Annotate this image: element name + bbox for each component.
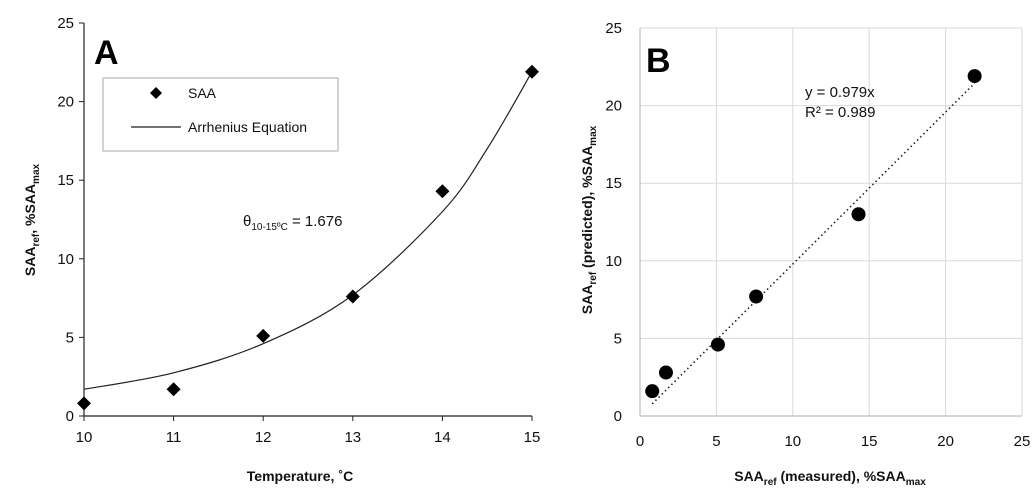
chart-a-x-tick-labels: 10 11 12 13 14 15: [76, 429, 541, 446]
chart-b-point: [749, 289, 764, 304]
chart-b-trendline: [651, 82, 976, 405]
chart-b-x-axis-label: SAAref (measured), %SAAmax: [734, 468, 926, 488]
chart-a-y-tick-label: 10: [57, 251, 74, 268]
chart-b-point: [851, 207, 866, 222]
chart-a-panel-label: A: [94, 34, 119, 72]
chart-b-y-axis-label: SAAref (predicted), %SAAmax: [579, 125, 599, 314]
chart-b-point: [967, 69, 982, 84]
chart-b-gridlines: [640, 27, 1023, 416]
chart-a-x-tick-label: 11: [166, 429, 182, 446]
chart-b-points: [645, 69, 982, 399]
chart-a-axes: [83, 23, 532, 417]
chart-a-legend: SAA Arrhenius Equation: [102, 77, 339, 152]
chart-a-x-tick-label: 14: [434, 429, 451, 446]
chart-a-y-tick-label: 0: [66, 408, 74, 425]
chart-a-legend-arrhenius-label: Arrhenius Equation: [188, 119, 307, 135]
chart-b-equation: y = 0.979x: [805, 84, 875, 101]
chart-a: A 0 5 10 15 20 25 10 11 12 13 14 15 SAA Arrhenius …: [22, 15, 540, 484]
chart-b-y-tick-labels: 0 5 10 15 20 25: [605, 20, 622, 425]
chart-a-saa-point: [166, 382, 181, 397]
chart-a-saa-point: [256, 328, 271, 343]
chart-b-point: [710, 337, 725, 352]
chart-b-x-tick-label: 10: [784, 433, 801, 450]
chart-a-saa-point: [525, 64, 539, 79]
chart-a-y-tick-label: 15: [57, 172, 74, 189]
chart-b-y-tick-label: 25: [605, 20, 622, 37]
chart-b-x-tick-label: 20: [937, 433, 954, 450]
chart-a-x-axis-label: Temperature, ˚C: [247, 468, 353, 484]
chart-b-point: [645, 384, 660, 399]
chart-b-x-tick-label: 0: [636, 433, 644, 450]
chart-b-axes: [639, 28, 1022, 417]
chart-a-x-tick-label: 15: [524, 429, 541, 446]
chart-a-x-tick-label: 12: [255, 429, 272, 446]
chart-b-y-tick-label: 10: [605, 253, 622, 270]
chart-b-y-tick-label: 15: [605, 175, 622, 192]
chart-a-saa-point: [77, 396, 91, 411]
chart-a-series-saa-points: [77, 64, 539, 411]
chart-a-legend-saa-label: SAA: [188, 85, 217, 101]
chart-b-panel-label: B: [646, 42, 671, 80]
chart-a-y-tick-label: 20: [57, 94, 74, 111]
chart-a-x-tick-label: 10: [76, 429, 93, 446]
chart-b-x-tick-label: 5: [712, 433, 720, 450]
chart-a-y-tick-labels: 0 5 10 15 20 25: [57, 15, 74, 425]
chart-b-y-tick-label: 5: [614, 330, 622, 347]
chart-a-x-tick-label: 13: [344, 429, 361, 446]
chart-b-y-tick-label: 20: [605, 98, 622, 115]
chart-a-y-axis-label: SAAref, %SAAmax: [22, 163, 42, 276]
chart-b-y-tick-label: 0: [614, 408, 622, 425]
chart-b-point: [658, 365, 673, 380]
chart-b-x-tick-label: 25: [1014, 433, 1031, 450]
chart-a-tick-marks: [79, 22, 533, 421]
chart-b-x-tick-labels: 0 5 10 15 20 25: [636, 433, 1031, 450]
chart-a-theta-annotation: θ10-15ºC = 1.676: [243, 213, 342, 233]
chart-b-x-tick-label: 15: [861, 433, 878, 450]
chart-a-y-tick-label: 25: [57, 15, 74, 32]
chart-a-legend-diamond-marker: [150, 87, 162, 99]
chart-a-legend-box: [102, 77, 339, 152]
chart-b: 0 5 10 15 20 25 0 5 10 15 20 25 B y = 0.979x R² = …: [579, 20, 1030, 488]
chart-b-r-squared: R² = 0.989: [805, 104, 875, 121]
chart-a-saa-point: [345, 289, 360, 304]
chart-a-saa-point: [435, 184, 450, 199]
chart-a-y-tick-label: 5: [66, 329, 74, 346]
